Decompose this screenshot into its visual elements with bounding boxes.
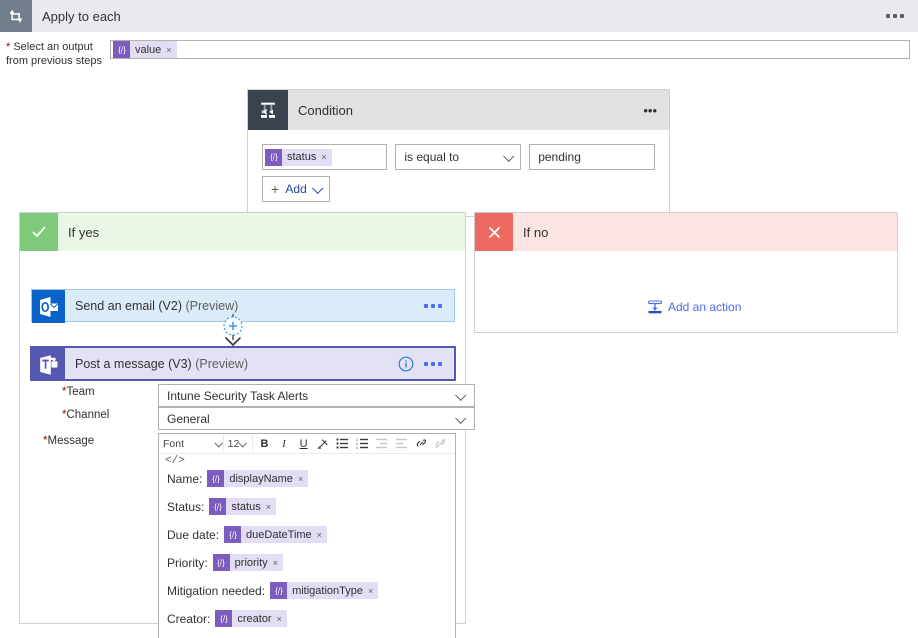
svg-text:{/}: {/} bbox=[217, 558, 225, 567]
svg-text:{/}: {/} bbox=[270, 153, 278, 162]
svg-text:3: 3 bbox=[356, 446, 358, 450]
svg-text:{/}: {/} bbox=[214, 502, 222, 511]
svg-text:{/}: {/} bbox=[118, 45, 126, 54]
svg-text:{/}: {/} bbox=[275, 586, 283, 595]
svg-text:{/}: {/} bbox=[212, 474, 220, 483]
svg-text:{/}: {/} bbox=[220, 614, 228, 623]
svg-text:{/}: {/} bbox=[229, 530, 237, 539]
